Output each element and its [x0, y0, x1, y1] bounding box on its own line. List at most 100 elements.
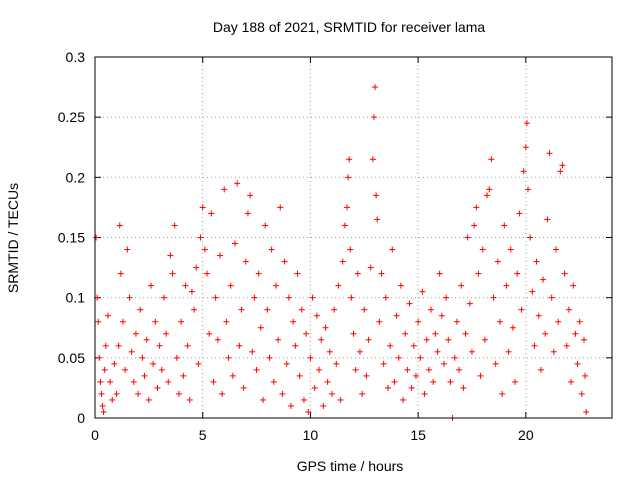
data-point — [188, 288, 195, 295]
data-point — [361, 306, 368, 313]
data-point — [266, 354, 273, 361]
data-point — [126, 294, 133, 301]
data-point — [257, 324, 264, 331]
data-point — [206, 330, 213, 337]
data-point — [262, 222, 269, 229]
data-point — [275, 336, 282, 343]
data-point — [501, 222, 508, 229]
data-point — [158, 366, 165, 373]
data-point — [193, 264, 200, 271]
data-point — [249, 348, 256, 355]
data-point — [505, 348, 512, 355]
data-point — [223, 318, 230, 325]
data-point — [173, 354, 180, 361]
y-tick-label: 0.2 — [66, 169, 86, 185]
data-point — [264, 306, 271, 313]
data-point — [344, 204, 351, 211]
data-point — [208, 210, 215, 217]
data-point — [494, 258, 501, 265]
data-point — [477, 372, 484, 379]
data-point — [244, 210, 251, 217]
data-point — [98, 390, 105, 397]
data-point — [445, 336, 452, 343]
data-point — [331, 306, 338, 313]
data-point — [242, 258, 249, 265]
data-point — [486, 186, 493, 193]
data-point — [212, 294, 219, 301]
data-point — [507, 246, 514, 253]
data-point — [197, 234, 204, 241]
data-point — [232, 240, 239, 247]
data-point — [492, 360, 499, 367]
data-point — [109, 396, 116, 403]
data-point — [165, 378, 172, 385]
data-point — [496, 318, 503, 325]
data-points — [93, 84, 590, 421]
data-point — [384, 384, 391, 391]
data-point — [102, 342, 109, 349]
data-point — [120, 318, 127, 325]
data-point — [535, 312, 542, 319]
data-point — [412, 372, 419, 379]
data-point — [115, 342, 122, 349]
data-point — [423, 336, 430, 343]
data-point — [574, 360, 581, 367]
data-point — [337, 396, 344, 403]
data-point — [294, 270, 301, 277]
data-point — [260, 396, 267, 403]
data-point — [137, 306, 144, 313]
data-point — [561, 270, 568, 277]
data-point — [397, 282, 404, 289]
data-point — [350, 330, 357, 337]
data-point — [527, 234, 534, 241]
data-point — [430, 378, 437, 385]
x-axis-label: GPS time / hours — [297, 458, 404, 474]
data-point — [559, 162, 566, 169]
data-point — [464, 234, 471, 241]
data-point — [156, 342, 163, 349]
data-point — [210, 378, 217, 385]
data-point — [544, 216, 551, 223]
data-point — [404, 366, 411, 373]
data-point — [583, 408, 590, 415]
data-point — [434, 348, 441, 355]
data-point — [107, 378, 114, 385]
data-point — [219, 390, 226, 397]
data-point — [191, 306, 198, 313]
data-point — [359, 390, 366, 397]
data-point — [333, 360, 340, 367]
data-point — [99, 402, 106, 409]
data-point — [460, 384, 467, 391]
data-point — [326, 348, 333, 355]
data-point — [303, 330, 310, 337]
data-point — [387, 342, 394, 349]
data-point — [568, 378, 575, 385]
data-point — [160, 294, 167, 301]
data-point — [214, 336, 221, 343]
data-point — [141, 372, 148, 379]
data-point — [550, 348, 557, 355]
data-point — [578, 390, 585, 397]
data-point — [163, 330, 170, 337]
data-point — [290, 318, 297, 325]
data-point — [347, 246, 354, 253]
data-point — [178, 318, 185, 325]
data-point — [425, 366, 432, 373]
data-point — [481, 336, 488, 343]
data-point — [318, 336, 325, 343]
x-tick-label: 15 — [410, 427, 426, 443]
data-point — [503, 282, 510, 289]
data-point — [335, 282, 342, 289]
data-point — [176, 390, 183, 397]
data-point — [524, 186, 531, 193]
data-point — [139, 354, 146, 361]
data-point — [572, 330, 579, 337]
data-point — [529, 288, 536, 295]
y-tick-label: 0.1 — [66, 290, 86, 306]
data-point — [374, 216, 381, 223]
data-point — [421, 390, 428, 397]
data-point — [471, 222, 478, 229]
data-point — [288, 402, 295, 409]
data-point — [408, 384, 415, 391]
data-point — [447, 378, 454, 385]
